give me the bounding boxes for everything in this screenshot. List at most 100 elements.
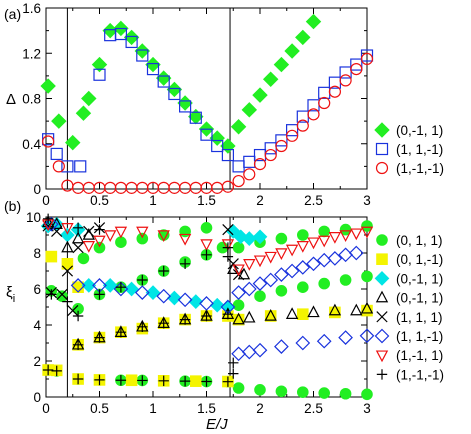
data-point	[201, 310, 212, 322]
legend-label: (0, 1, 1)	[396, 233, 443, 248]
data-point	[157, 181, 170, 194]
data-point	[222, 223, 234, 236]
panel-a-ticks: 0 0.5 1 1.5 2 2.5 3 0 0.4 0.8 1.2 1.6	[22, 1, 371, 208]
data-point	[222, 251, 234, 262]
data-point	[318, 86, 331, 99]
x-tick-label: 0.5	[90, 193, 109, 208]
data-point	[65, 134, 81, 151]
data-point	[307, 305, 320, 318]
data-point	[50, 217, 63, 229]
legend-marker	[376, 253, 388, 265]
legend-marker	[374, 271, 390, 286]
x-axis-label: E/J	[206, 416, 228, 433]
data-point	[230, 119, 247, 135]
data-point	[328, 232, 342, 244]
data-point	[102, 278, 118, 293]
data-point	[318, 235, 331, 248]
data-point	[51, 113, 67, 129]
data-point	[42, 135, 55, 148]
data-point	[318, 277, 330, 290]
data-point	[115, 327, 127, 338]
data-point	[70, 278, 86, 293]
data-point	[232, 174, 245, 188]
data-point	[297, 308, 309, 320]
data-point	[305, 13, 322, 30]
data-point	[168, 87, 181, 101]
data-point	[209, 130, 225, 146]
data-point	[167, 290, 182, 306]
data-point	[327, 251, 343, 266]
data-point	[232, 382, 245, 394]
data-point	[83, 225, 95, 238]
data-point	[61, 160, 74, 173]
panel-b-marks	[40, 213, 375, 401]
panel-a-ylabel: Δ	[6, 91, 16, 108]
data-point	[93, 68, 106, 81]
y-tick-label: 10	[26, 210, 41, 225]
data-point	[168, 181, 181, 194]
data-point	[232, 264, 245, 277]
data-point	[45, 250, 58, 263]
data-point	[81, 278, 97, 293]
data-point	[124, 281, 139, 297]
data-point	[158, 375, 169, 386]
data-point	[243, 155, 256, 168]
data-point	[93, 235, 106, 248]
data-point	[274, 267, 289, 282]
x-tick-label: 2.5	[304, 193, 323, 208]
data-point	[264, 142, 277, 155]
data-point	[275, 134, 288, 147]
data-point	[93, 241, 106, 254]
data-point	[262, 71, 279, 87]
data-point	[123, 29, 140, 46]
data-point	[71, 181, 85, 194]
data-point	[179, 314, 191, 325]
data-point	[263, 272, 279, 288]
data-point	[61, 258, 74, 270]
data-point	[52, 160, 65, 173]
data-point	[286, 124, 299, 137]
data-point	[72, 310, 84, 322]
data-point	[241, 281, 257, 297]
legend-label: (0,-1, 1)	[396, 271, 443, 286]
data-point	[241, 102, 258, 118]
legend-label: (1, 1,-1)	[396, 329, 443, 344]
data-point	[285, 307, 299, 319]
legend-marker	[375, 350, 389, 363]
data-point	[350, 58, 363, 71]
data-point	[94, 224, 105, 235]
data-point	[74, 160, 87, 173]
data-point	[134, 43, 151, 59]
y-tick-label: 1.2	[22, 46, 41, 61]
data-point	[114, 27, 128, 41]
data-point	[178, 233, 192, 246]
data-point	[339, 387, 352, 400]
legend-marker	[374, 122, 390, 138]
y-tick-label: 0.8	[22, 92, 41, 107]
data-point	[125, 35, 138, 49]
data-point	[136, 181, 149, 194]
panel-b-frame	[45, 216, 368, 398]
x-tick-label: 1.5	[197, 401, 216, 416]
data-point	[104, 181, 117, 194]
data-point	[338, 330, 353, 345]
data-point	[211, 139, 224, 153]
legend-label: (1, 1,-1)	[396, 142, 443, 157]
data-point	[145, 56, 161, 73]
data-point	[188, 294, 204, 309]
panel-a-marks	[40, 13, 374, 194]
data-point	[295, 335, 311, 351]
x-tick-label: 0	[42, 401, 50, 416]
data-point	[241, 344, 257, 360]
data-point	[237, 267, 251, 280]
series-3	[42, 52, 374, 194]
data-point	[72, 281, 84, 293]
data-point	[350, 62, 363, 76]
data-point	[328, 303, 342, 316]
y-tick-label: 2	[33, 354, 41, 369]
data-point	[318, 387, 330, 399]
data-point	[200, 128, 213, 141]
data-point	[284, 263, 300, 279]
data-point	[94, 374, 105, 386]
legend-marker	[374, 328, 390, 344]
